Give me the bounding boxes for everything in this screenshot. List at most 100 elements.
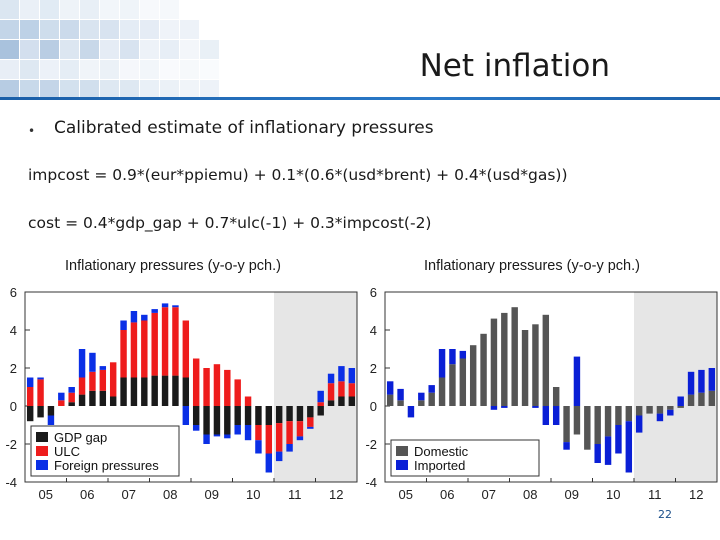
mosaic-tile	[40, 80, 59, 99]
bar-domestic	[386, 394, 394, 406]
bullet-text: Calibrated estimate of inflationary pres…	[54, 118, 434, 138]
bar-gdp-gap	[26, 406, 34, 422]
mosaic-tile	[0, 80, 19, 99]
bar-gdp-gap	[203, 406, 210, 435]
bar-domestic	[428, 392, 435, 406]
bar-imported	[563, 442, 570, 450]
x-tick-label: 05	[39, 487, 53, 502]
bar-foreign-pressures	[58, 392, 65, 401]
bar-foreign-pressures	[151, 309, 158, 313]
bar-ulc	[203, 368, 210, 406]
mosaic-tile	[60, 80, 79, 99]
bar-ulc	[307, 417, 314, 427]
bar-gdp-gap	[130, 377, 138, 406]
mosaic-tile	[140, 80, 159, 99]
mosaic-tile	[140, 60, 159, 79]
bar-imported	[615, 425, 622, 454]
inflation-chart-components: 6 4 2 0 -2 -4 05 06 07 08 09 10 11 12 GDP gapULCForeig…	[5, 285, 358, 502]
bar-gdp-gap	[47, 406, 55, 416]
bar-foreign-pressures	[275, 451, 283, 462]
mosaic-tile	[180, 80, 199, 99]
bar-gdp-gap	[172, 375, 179, 406]
bar-ulc	[172, 307, 179, 376]
x-tick-label: 09	[565, 487, 579, 502]
bar-ulc	[244, 396, 252, 406]
mosaic-tile	[160, 60, 179, 79]
bar-gdp-gap	[255, 406, 262, 425]
mosaic-tile	[120, 20, 139, 39]
mosaic-tile	[120, 40, 139, 59]
mosaic-tile	[160, 40, 179, 59]
mosaic-tile	[160, 80, 179, 99]
legend-box	[390, 439, 540, 477]
bar-gdp-gap	[89, 390, 96, 406]
bar-gdp-gap	[78, 394, 86, 406]
bar-foreign-pressures	[234, 425, 241, 435]
bar-foreign-pressures	[26, 377, 34, 387]
x-tick-label: 09	[205, 487, 219, 502]
mosaic-tile	[40, 20, 59, 39]
x-tick-label: 12	[689, 487, 703, 502]
bar-ulc	[224, 369, 231, 406]
bar-imported	[438, 349, 446, 378]
bar-foreign-pressures	[89, 352, 96, 372]
page-number: 22	[658, 508, 672, 521]
x-tick-label: 06	[80, 487, 94, 502]
y-tick-label: -4	[5, 475, 17, 490]
bar-gdp-gap	[120, 377, 127, 406]
bar-imported	[501, 406, 508, 408]
mosaic-tile	[80, 80, 99, 99]
mosaic-tile	[80, 20, 99, 39]
mosaic-tile	[120, 60, 139, 79]
mosaic-tile	[180, 40, 199, 59]
bar-ulc	[275, 423, 283, 452]
bar-gdp-gap	[265, 406, 273, 425]
bar-imported	[625, 421, 633, 473]
bar-gdp-gap	[37, 406, 44, 418]
y-tick-label: 6	[370, 285, 377, 300]
mosaic-tile	[60, 40, 79, 59]
bar-domestic	[584, 406, 591, 450]
bar-domestic	[667, 406, 674, 410]
bar-foreign-pressures	[338, 366, 345, 382]
x-tick-label: 05	[399, 487, 413, 502]
y-tick-label: -4	[365, 475, 377, 490]
bar-domestic	[563, 406, 570, 443]
bar-domestic	[552, 387, 560, 406]
bar-foreign-pressures	[317, 390, 324, 403]
chart-title-left: Inflationary pressures (y-o-y pch.)	[65, 258, 281, 274]
bar-ulc	[161, 307, 169, 376]
legend-box	[30, 425, 180, 477]
bar-imported	[708, 368, 716, 391]
bar-imported	[573, 356, 581, 406]
bar-domestic	[677, 406, 684, 408]
bar-gdp-gap	[275, 406, 283, 424]
x-tick-label: 10	[246, 487, 260, 502]
y-tick-label: -2	[365, 437, 377, 452]
legend-swatch	[36, 432, 48, 442]
chart-title-right: Inflationary pressures (y-o-y pch.)	[424, 258, 640, 274]
bar-foreign-pressures	[224, 434, 231, 439]
mosaic-tile	[80, 40, 99, 59]
bar-foreign-pressures	[244, 425, 252, 441]
bar-ulc	[151, 312, 158, 376]
legend-label: GDP gap	[54, 430, 107, 445]
x-tick-label: 07	[122, 487, 136, 502]
bar-imported	[687, 371, 695, 395]
mosaic-tile	[40, 0, 59, 19]
bar-foreign-pressures	[141, 314, 148, 321]
bar-domestic	[490, 318, 498, 406]
mosaic-tile	[100, 20, 119, 39]
bar-imported	[407, 406, 415, 418]
mosaic-tile	[180, 60, 199, 79]
bar-gdp-gap	[348, 396, 356, 406]
x-tick-label: 06	[440, 487, 454, 502]
mosaic-tile	[160, 0, 179, 19]
mosaic-tile	[0, 20, 19, 39]
bar-gdp-gap	[141, 377, 148, 406]
bar-ulc	[234, 379, 241, 406]
bar-domestic	[615, 406, 622, 425]
mosaic-tile	[140, 40, 159, 59]
bar-domestic	[501, 312, 508, 406]
